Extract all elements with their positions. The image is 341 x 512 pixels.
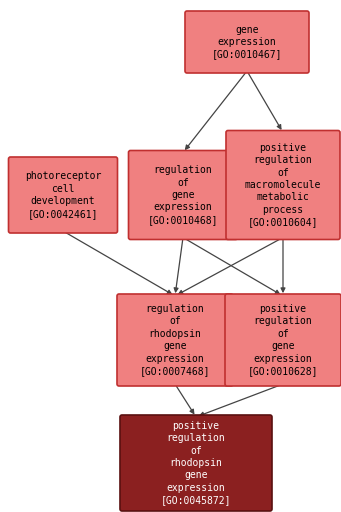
Text: gene
expression
[GO:0010467]: gene expression [GO:0010467] — [212, 25, 282, 59]
Text: positive
regulation
of
macromolecule
metabolic
process
[GO:0010604]: positive regulation of macromolecule met… — [245, 143, 321, 227]
FancyBboxPatch shape — [9, 157, 118, 233]
Text: positive
regulation
of
rhodopsin
gene
expression
[GO:0045872]: positive regulation of rhodopsin gene ex… — [161, 421, 231, 505]
FancyBboxPatch shape — [120, 415, 272, 511]
Text: regulation
of
rhodopsin
gene
expression
[GO:0007468]: regulation of rhodopsin gene expression … — [140, 304, 210, 376]
FancyBboxPatch shape — [225, 294, 341, 386]
Text: photoreceptor
cell
development
[GO:0042461]: photoreceptor cell development [GO:00424… — [25, 172, 101, 219]
Text: positive
regulation
of
gene
expression
[GO:0010628]: positive regulation of gene expression [… — [248, 304, 318, 376]
FancyBboxPatch shape — [117, 294, 233, 386]
FancyBboxPatch shape — [129, 151, 237, 240]
Text: regulation
of
gene
expression
[GO:0010468]: regulation of gene expression [GO:001046… — [148, 165, 218, 225]
FancyBboxPatch shape — [226, 131, 340, 240]
FancyBboxPatch shape — [185, 11, 309, 73]
